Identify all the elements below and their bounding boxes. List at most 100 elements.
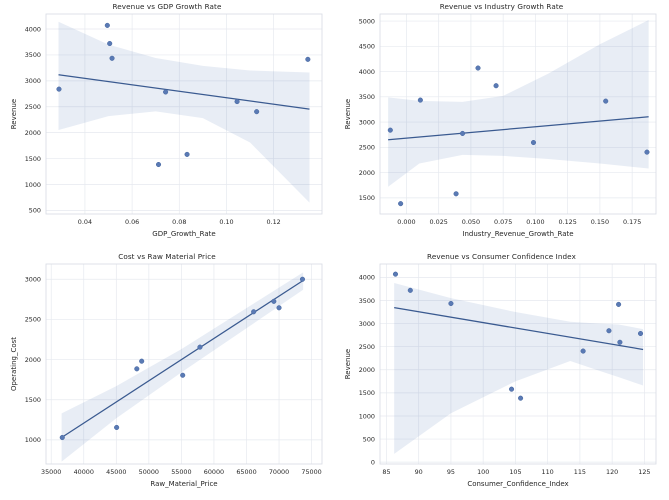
data-point xyxy=(139,358,145,364)
regression-line xyxy=(394,307,644,351)
y-tick-label: 2500 xyxy=(25,316,41,324)
chart-title: Revenue vs Industry Growth Rate xyxy=(439,2,564,11)
x-tick-label: 0.10 xyxy=(219,218,233,226)
data-point xyxy=(407,287,413,293)
chart-svg: 0.04 0.06 0.08 0.10 0.12 500 1000 1500 2000 2500 3… xyxy=(25,13,323,226)
data-point xyxy=(163,89,169,95)
chart-svg: 85 90 95 100 105 110 115 120 125 0 500 1000 1500 2000… xyxy=(359,263,657,476)
y-tick-label: 500 xyxy=(363,435,375,443)
data-point xyxy=(459,130,466,136)
x-tick-label: 0.175 xyxy=(623,218,641,226)
data-point xyxy=(197,344,203,350)
x-tick-label: 105 xyxy=(509,468,521,476)
x-tick-label: 90 xyxy=(415,468,423,476)
confidence-band xyxy=(61,272,304,462)
x-tick-label: 0.150 xyxy=(591,218,609,226)
y-tick-label: 500 xyxy=(29,207,41,215)
x-tick-label: 0.025 xyxy=(430,218,448,226)
chart-title: Cost vs Raw Material Price xyxy=(118,252,216,261)
data-point xyxy=(493,83,499,89)
y-tick-label: 2500 xyxy=(359,343,375,351)
y-tick-label: 2000 xyxy=(359,169,375,177)
data-point xyxy=(387,127,393,133)
x-tick-label: 40000 xyxy=(74,468,94,476)
y-tick-label: 4000 xyxy=(359,274,375,282)
regression-line xyxy=(61,279,304,439)
chart-svg: 0.000 0.025 0.050 0.075 0.100 0.125 0.150 0.175… xyxy=(359,13,657,226)
x-tick-label: 75000 xyxy=(301,468,321,476)
x-tick-label: 70000 xyxy=(269,468,289,476)
data-point xyxy=(448,300,454,307)
data-point xyxy=(616,301,622,307)
data-point xyxy=(392,271,399,277)
x-tick-label: 85 xyxy=(382,468,390,476)
y-tick-label: 3500 xyxy=(359,297,375,305)
y-tick-label: 2000 xyxy=(25,356,41,364)
x-tick-label: 0.06 xyxy=(125,218,139,226)
y-tick-label: 1500 xyxy=(25,396,41,404)
plot-area[interactable]: 35000 40000 45000 50000 55000 60000 65000 70000… xyxy=(0,250,334,500)
y-tick-label: 2000 xyxy=(25,129,41,137)
panel-revenue-vs-gdp-growth-rate[interactable]: Revenue vs GDP Growth Rate 0.04 0.06 0.08 0… xyxy=(0,0,334,250)
y-tick-label: 1000 xyxy=(25,181,41,189)
panel-cost-vs-raw-material-price[interactable]: Cost vs Raw Material Price 35000 40000 450… xyxy=(0,250,334,500)
x-tick-label: 125 xyxy=(638,468,650,476)
x-tick-label: 0.12 xyxy=(267,218,281,226)
data-point xyxy=(251,309,257,315)
y-tick-label: 3000 xyxy=(359,118,375,126)
panel-revenue-vs-consumer-confidence-index[interactable]: Revenue vs Consumer Confidence Index 85 9… xyxy=(334,250,669,500)
data-point xyxy=(509,386,515,392)
x-axis-label: Raw_Material_Price xyxy=(150,480,218,488)
y-tick-label: 5000 xyxy=(359,17,375,25)
x-tick-label: 50000 xyxy=(139,468,159,476)
x-tick-label: 35000 xyxy=(41,468,61,476)
y-tick-label: 3000 xyxy=(25,77,41,85)
chart-title: Revenue vs GDP Growth Rate xyxy=(112,2,222,11)
data-point xyxy=(580,348,586,354)
data-point xyxy=(59,434,65,441)
x-tick-label: 0.075 xyxy=(494,218,512,226)
y-tick-label: 1000 xyxy=(25,436,41,444)
panel-revenue-vs-industry-growth-rate[interactable]: Revenue vs Industry Growth Rate 0.000 0.0… xyxy=(334,0,669,250)
y-tick-label: 3000 xyxy=(25,276,41,284)
data-point xyxy=(234,99,240,105)
data-point xyxy=(305,56,311,62)
data-point xyxy=(104,22,110,28)
y-tick-label: 0 xyxy=(371,458,375,466)
data-point xyxy=(453,191,459,197)
data-point xyxy=(254,109,260,115)
x-axis-label: Industry_Revenue_Growth_Rate xyxy=(462,230,574,238)
x-tick-label: 115 xyxy=(574,468,586,476)
data-point xyxy=(637,330,644,337)
data-point xyxy=(644,149,650,155)
data-point xyxy=(417,97,423,103)
x-tick-label: 100 xyxy=(477,468,489,476)
x-tick-label: 0.100 xyxy=(526,218,544,226)
data-point xyxy=(109,55,115,61)
y-tick-label: 2000 xyxy=(359,366,375,374)
data-point xyxy=(530,139,537,146)
plot-area[interactable]: 85 90 95 100 105 110 115 120 125 0 500 1000 1500 2000… xyxy=(334,250,669,500)
plot-area[interactable]: 0.000 0.025 0.050 0.075 0.100 0.125 0.150 0.175… xyxy=(334,0,669,250)
x-tick-label: 0.050 xyxy=(462,218,480,226)
y-axis-label: Revenue xyxy=(344,98,352,130)
data-point xyxy=(603,98,609,104)
data-point xyxy=(184,151,190,157)
data-point xyxy=(606,328,612,334)
data-point xyxy=(107,40,113,47)
y-axis-label: Operating_Cost xyxy=(10,336,18,392)
y-tick-label: 1000 xyxy=(359,412,375,420)
y-tick-label: 4500 xyxy=(359,43,375,51)
y-tick-label: 1500 xyxy=(25,155,41,163)
data-point xyxy=(155,161,162,168)
data-point xyxy=(114,424,120,431)
data-point xyxy=(134,366,140,372)
data-point xyxy=(56,86,62,92)
confidence-band xyxy=(58,21,310,203)
x-tick-label: 60000 xyxy=(204,468,224,476)
y-axis-label: Revenue xyxy=(10,98,18,130)
plot-area[interactable]: 0.04 0.06 0.08 0.10 0.12 500 1000 1500 2000 2500 3… xyxy=(0,0,334,250)
y-tick-label: 3000 xyxy=(359,320,375,328)
y-tick-label: 2500 xyxy=(359,144,375,152)
data-point xyxy=(518,395,524,401)
